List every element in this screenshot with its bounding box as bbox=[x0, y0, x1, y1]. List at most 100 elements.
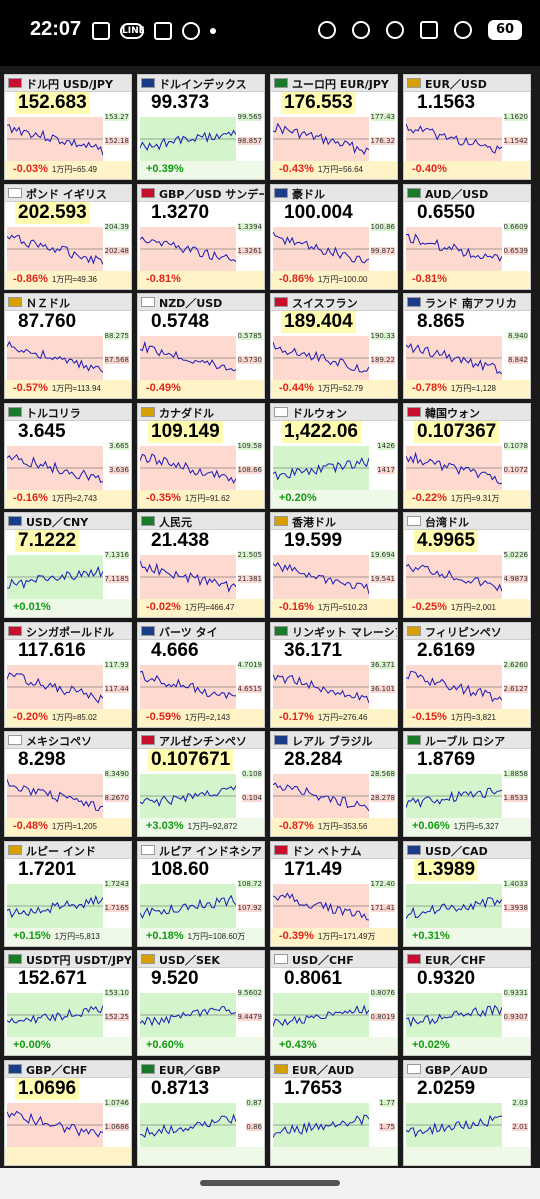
high-label: 19.694 bbox=[370, 551, 395, 559]
high-label: 0.108 bbox=[241, 770, 262, 778]
high-label: 99.565 bbox=[237, 113, 262, 121]
per-10k-yen: 1万円=56.64 bbox=[317, 165, 363, 174]
pair-name: 豪ドル bbox=[292, 187, 325, 201]
per-10k-yen: 1万円=171.49万 bbox=[317, 931, 376, 941]
rate-tile[interactable]: 人民元 21.438 21.505 21.381 -0.02% 1万円=466.47 bbox=[137, 512, 265, 618]
rate-tile[interactable]: ユーロ円 EUR/JPY 176.553 177.43 176.32 -0.43% 1万円… bbox=[270, 74, 398, 180]
high-label: 100.86 bbox=[370, 222, 395, 231]
rate-tile[interactable]: GBP／USD サンデー 1.3270 1.3394 1.3261 -0.81% bbox=[137, 183, 265, 290]
tile-header: ＮＺドル bbox=[5, 294, 131, 311]
price-value: 0.6550 bbox=[417, 201, 476, 223]
rate-tile[interactable]: EUR／USD 1.1563 1.1620 1.1542 -0.40% bbox=[403, 74, 531, 180]
price-value: 7.1222 bbox=[15, 530, 80, 552]
mini-chart bbox=[140, 226, 236, 271]
rate-tile[interactable]: バーツ タイ 4.666 4.7019 4.6515 -0.59% 1万円=2,143 bbox=[137, 621, 265, 728]
flag-icon bbox=[8, 735, 22, 745]
flag-icon bbox=[8, 187, 22, 198]
change-bar: +0.43% bbox=[271, 1037, 397, 1055]
rate-tile[interactable]: ドル円 USD/JPY 152.683 153.27 152.18 -0.03% 1万円=… bbox=[4, 74, 132, 180]
change-percent: +0.43% bbox=[279, 1039, 317, 1051]
flag-icon bbox=[407, 735, 421, 745]
low-label: 0.8019 bbox=[370, 1013, 395, 1021]
flag-icon bbox=[8, 844, 22, 855]
rate-tile[interactable]: ランド 南アフリカ 8.865 8.940 8.842 -0.78% 1万円=1,128 bbox=[403, 293, 531, 399]
rate-tile[interactable]: USDT円 USDT/JPY 152.671 153.10 152.25 +0.00% bbox=[4, 950, 132, 1056]
high-label: 1.4033 bbox=[503, 879, 528, 888]
flag-icon bbox=[274, 297, 288, 307]
price-value: 1.7201 bbox=[18, 858, 77, 880]
rate-tile[interactable]: ＮＺドル 87.760 88.275 87.568 -0.57% 1万円=113.94 bbox=[4, 293, 132, 399]
rate-tile[interactable]: シンガポールドル 117.616 117.93 117.44 -0.20% 1万円=85.… bbox=[4, 621, 132, 728]
rate-tile[interactable]: USD／CAD 1.3989 1.4033 1.3938 +0.31% bbox=[403, 840, 531, 947]
high-label: 36.371 bbox=[370, 660, 395, 669]
change-bar: +0.20% bbox=[271, 489, 397, 508]
rate-tile[interactable]: トルコリラ 3.645 3.665 3.636 -0.16% 1万円=2,743 bbox=[4, 402, 132, 509]
change-bar bbox=[404, 1146, 530, 1165]
rate-tile[interactable]: EUR／AUD 1.7653 1.77 1.75 bbox=[270, 1059, 398, 1166]
rate-tile[interactable]: 台湾ドル 4.9965 5.0226 4.9873 -0.25% 1万円=2,001 bbox=[403, 512, 531, 618]
flag-icon bbox=[274, 187, 288, 198]
rate-tile[interactable]: GBP／AUD 2.0259 2.03 2.01 bbox=[403, 1059, 531, 1166]
mini-chart bbox=[273, 555, 369, 599]
rate-tile[interactable]: USD／SEK 9.520 9.5602 9.4479 +0.60% bbox=[137, 950, 265, 1056]
rate-tile[interactable]: フィリピンペソ 2.6169 2.6260 2.6127 -0.15% 1万円=3,821 bbox=[403, 621, 531, 728]
change-percent: +0.02% bbox=[412, 1039, 450, 1051]
pair-name: 台湾ドル bbox=[425, 516, 469, 529]
rate-tile[interactable]: リンギット マレーシア 36.171 36.371 36.101 -0.17% 1万円=2… bbox=[270, 621, 398, 728]
rate-tile[interactable]: GBP／CHF 1.0696 1.0746 1.0686 bbox=[4, 1059, 132, 1166]
tile-header: AUD／USD bbox=[404, 184, 530, 202]
per-10k-yen: 1万円=3,821 bbox=[450, 712, 496, 722]
low-label: 1.3938 bbox=[503, 903, 528, 912]
change-percent: -0.40% bbox=[412, 163, 447, 175]
tile-header: USD／CAD bbox=[404, 841, 530, 859]
rate-tile[interactable]: 香港ドル 19.599 19.694 19.541 -0.16% 1万円=510.23 bbox=[270, 512, 398, 618]
rate-tile[interactable]: NZD／USD 0.5748 0.5785 0.5730 -0.49% bbox=[137, 293, 265, 399]
tile-header: ドルインデックス bbox=[138, 75, 264, 92]
per-10k-yen: 1万円=91.62 bbox=[184, 493, 230, 503]
rate-tile[interactable]: EUR／GBP 0.8713 0.87 0.86 bbox=[137, 1059, 265, 1166]
rate-tile[interactable]: USD／CNY 7.1222 7.1316 7.1185 +0.01% bbox=[4, 512, 132, 618]
rate-tile[interactable]: ドン ベトナム 171.49 172.40 171.41 -0.39% 1万円=171.4… bbox=[270, 840, 398, 947]
flag-icon bbox=[274, 954, 288, 964]
rate-tile[interactable]: ルピア インドネシア 108.60 108.72 107.92 +0.18% 1万円=10… bbox=[137, 840, 265, 947]
home-handle[interactable] bbox=[200, 1180, 340, 1186]
rate-tile[interactable]: 韓国ウォン 0.107367 0.1078 0.1072 -0.22% 1万円=9.31万 bbox=[403, 402, 531, 509]
rate-tile[interactable]: ドルインデックス 99.373 99.565 98.857 +0.39% bbox=[137, 74, 265, 180]
change-percent: -0.59% bbox=[146, 710, 181, 723]
rate-tile[interactable]: アルゼンチンペソ 0.107671 0.108 0.104 +3.03% 1万円=92,8… bbox=[137, 731, 265, 837]
flag-icon bbox=[8, 406, 22, 417]
rate-tile[interactable]: AUD／USD 0.6550 0.6609 0.6539 -0.81% bbox=[403, 183, 531, 290]
tile-header: GBP／CHF bbox=[5, 1060, 131, 1078]
rate-tile[interactable]: スイスフラン 189.404 190.33 189.22 -0.44% 1万円=52.79 bbox=[270, 293, 398, 399]
change-bar: +3.03% 1万円=92,872 bbox=[138, 818, 264, 836]
change-bar: -0.02% 1万円=466.47 bbox=[138, 599, 264, 617]
pair-name: USDT円 USDT/JPY bbox=[26, 954, 132, 967]
rate-tile[interactable]: ルーブル ロシア 1.8769 1.8858 1.8533 +0.06% 1万円=5,32… bbox=[403, 731, 531, 837]
change-bar: -0.49% bbox=[138, 380, 264, 398]
rate-tile[interactable]: ルピー インド 1.7201 1.7243 1.7165 +0.15% 1万円=5,813 bbox=[4, 840, 132, 947]
status-right-icons: 60 bbox=[318, 20, 522, 40]
rate-tile[interactable]: USD／CHF 0.8061 0.8076 0.8019 +0.43% bbox=[270, 950, 398, 1056]
change-percent: -0.44% bbox=[279, 382, 314, 394]
rate-tile[interactable]: 豪ドル 100.004 100.86 99.872 -0.86% 1万円=100.00 bbox=[270, 183, 398, 290]
change-bar: -0.44% 1万円=52.79 bbox=[271, 380, 397, 398]
rate-tile[interactable]: EUR／CHF 0.9320 0.9331 0.9307 +0.02% bbox=[403, 950, 531, 1056]
pair-name: ルピア インドネシア bbox=[159, 844, 262, 858]
low-label: 7.1185 bbox=[104, 575, 129, 583]
tile-header: USDT円 USDT/JPY bbox=[5, 951, 131, 968]
rate-tile[interactable]: ポンド イギリス 202.593 204.39 202.48 -0.86% 1万円=49.… bbox=[4, 183, 132, 290]
change-bar: -0.81% bbox=[138, 270, 264, 289]
change-percent: +0.39% bbox=[146, 163, 184, 175]
change-bar: +0.31% bbox=[404, 927, 530, 946]
low-label: 0.5730 bbox=[237, 356, 262, 364]
rate-tile[interactable]: ドルウォン 1,422.06 1426 1417 +0.20% bbox=[270, 402, 398, 509]
rate-tile[interactable]: カナダドル 109.149 109.58 108.66 -0.35% 1万円=91.62 bbox=[137, 402, 265, 509]
tile-header: 韓国ウォン bbox=[404, 403, 530, 421]
tile-header: ユーロ円 EUR/JPY bbox=[271, 75, 397, 92]
flag-icon bbox=[407, 78, 421, 88]
rate-tile[interactable]: レアル ブラジル 28.284 28.568 28.278 -0.87% 1万円=353.… bbox=[270, 731, 398, 837]
per-10k-yen: 1万円=5,813 bbox=[54, 931, 100, 941]
change-percent: -0.03% bbox=[13, 163, 48, 175]
rate-tile[interactable]: メキシコペソ 8.298 8.3490 8.2670 -0.48% 1万円=1,205 bbox=[4, 731, 132, 837]
price-value: 1.1563 bbox=[417, 92, 476, 113]
